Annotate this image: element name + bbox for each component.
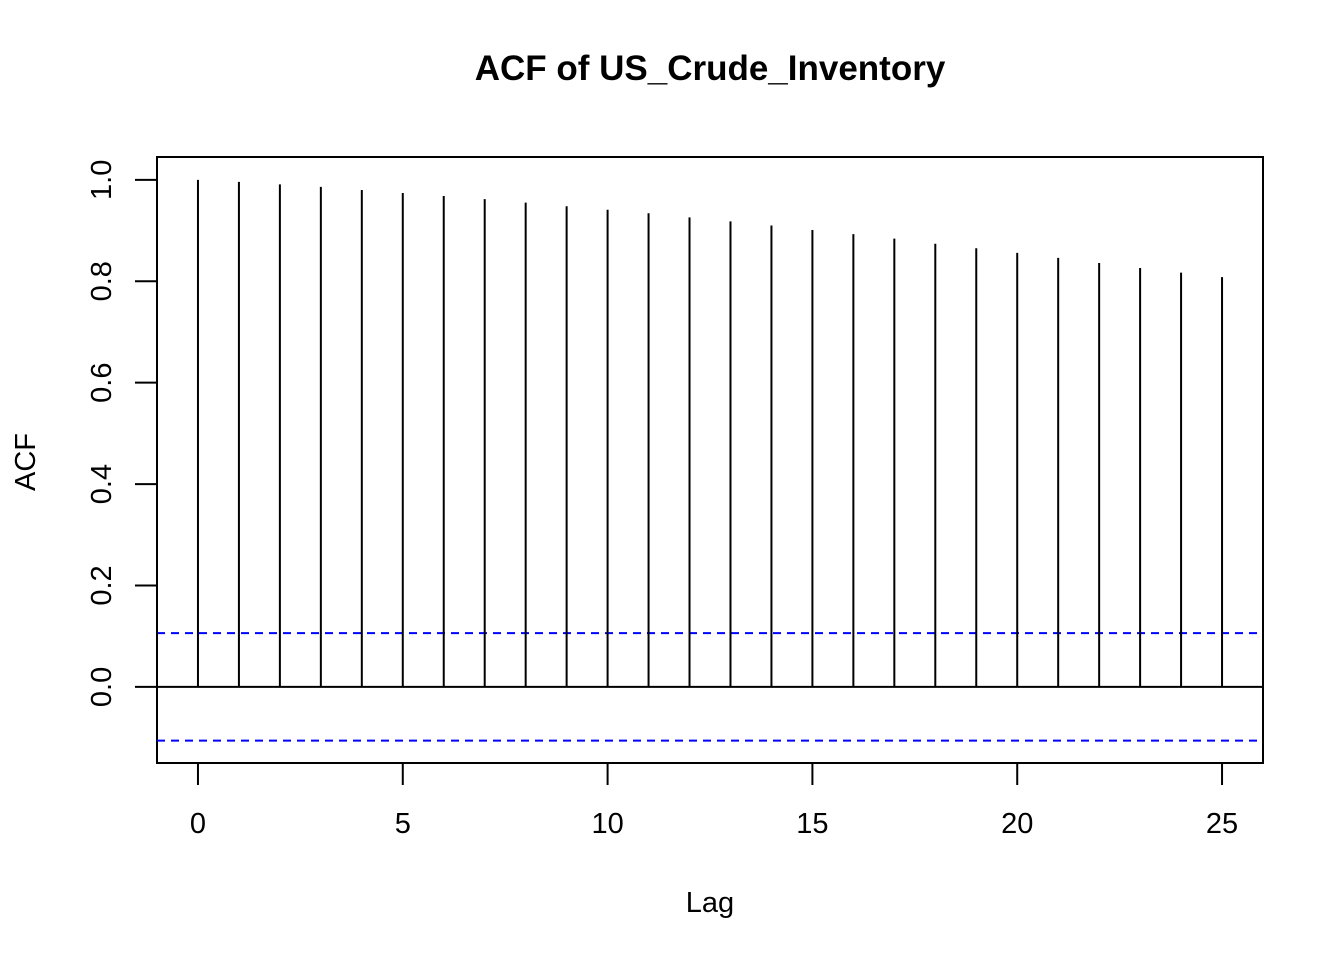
x-tick-label-0: 0 bbox=[190, 808, 206, 840]
plot-frame bbox=[156, 156, 1264, 764]
x-tick-label-5: 5 bbox=[395, 808, 411, 840]
chart-marks: 0 5 10 15 20 25 0.0 0.2 0.4 0.6 0.8 1.0 bbox=[86, 160, 1263, 840]
y-axis-label: ACF bbox=[10, 433, 42, 491]
y-tick-label-0.0: 0.0 bbox=[86, 667, 118, 707]
x-tick-label-25: 25 bbox=[1206, 808, 1238, 840]
y-tick-label-1.0: 1.0 bbox=[86, 160, 118, 200]
chart-title: ACF of US_Crude_Inventory bbox=[475, 49, 946, 88]
y-tick-label-0.2: 0.2 bbox=[86, 565, 118, 605]
x-tick-label-15: 15 bbox=[796, 808, 828, 840]
x-axis-label: Lag bbox=[686, 887, 734, 919]
x-tick-label-10: 10 bbox=[591, 808, 623, 840]
x-tick-label-20: 20 bbox=[1001, 808, 1033, 840]
y-tick-label-0.6: 0.6 bbox=[86, 363, 118, 403]
y-tick-label-0.8: 0.8 bbox=[86, 261, 118, 301]
y-tick-label-0.4: 0.4 bbox=[86, 464, 118, 504]
